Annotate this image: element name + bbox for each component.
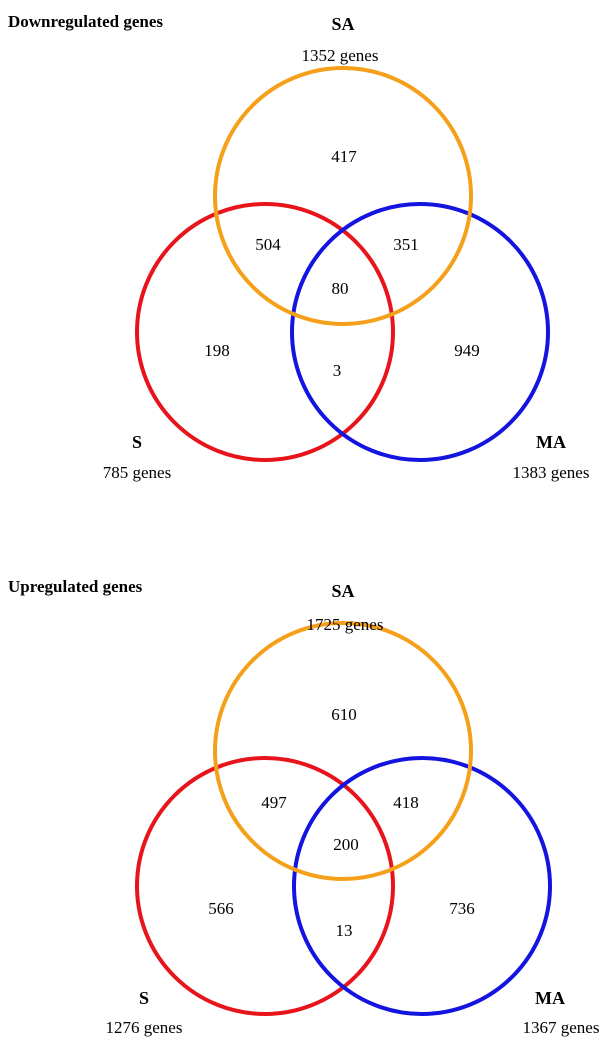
set-label-s: S <box>139 988 149 1008</box>
set-count-s: 785 genes <box>103 463 171 482</box>
diagram-title: Upregulated genes <box>8 577 143 596</box>
region-sa-ma: 351 <box>393 235 419 254</box>
set-label-s: S <box>132 432 142 452</box>
region-s-ma: 3 <box>333 361 342 380</box>
venn-diagram-downregulated: Downregulated genes SA 1352 genes S 785 … <box>0 0 613 520</box>
circle-s <box>135 202 395 462</box>
region-s-sa: 497 <box>261 793 287 812</box>
region-sa-only: 417 <box>331 147 357 166</box>
region-ma-only: 949 <box>454 341 480 360</box>
set-count-sa: 1352 genes <box>302 46 379 65</box>
venn-diagram-upregulated: Upregulated genes SA 1725 genes S 1276 g… <box>0 520 613 1040</box>
circle-sa <box>213 621 473 881</box>
circle-s <box>135 756 395 1016</box>
circle-ma <box>292 756 552 1016</box>
region-sa-only: 610 <box>331 705 357 724</box>
region-ma-only: 736 <box>449 899 475 918</box>
region-s-sa: 504 <box>255 235 281 254</box>
region-all: 80 <box>332 279 349 298</box>
set-label-ma: MA <box>535 988 565 1008</box>
set-count-sa: 1725 genes <box>307 615 384 634</box>
circle-ma <box>290 202 550 462</box>
set-label-sa: SA <box>331 581 354 601</box>
region-s-only: 566 <box>208 899 234 918</box>
region-s-ma: 13 <box>336 921 353 940</box>
venn-canvas: Downregulated genes SA 1352 genes S 785 … <box>8 12 590 482</box>
region-s-only: 198 <box>204 341 230 360</box>
diagram-title: Downregulated genes <box>8 12 163 31</box>
set-count-s: 1276 genes <box>106 1018 183 1037</box>
set-label-sa: SA <box>331 14 354 34</box>
region-all: 200 <box>333 835 359 854</box>
region-sa-ma: 418 <box>393 793 419 812</box>
set-count-ma: 1367 genes <box>523 1018 600 1037</box>
set-count-ma: 1383 genes <box>513 463 590 482</box>
venn-canvas: Upregulated genes SA 1725 genes S 1276 g… <box>8 577 600 1037</box>
circle-sa <box>213 66 473 326</box>
set-label-ma: MA <box>536 432 566 452</box>
